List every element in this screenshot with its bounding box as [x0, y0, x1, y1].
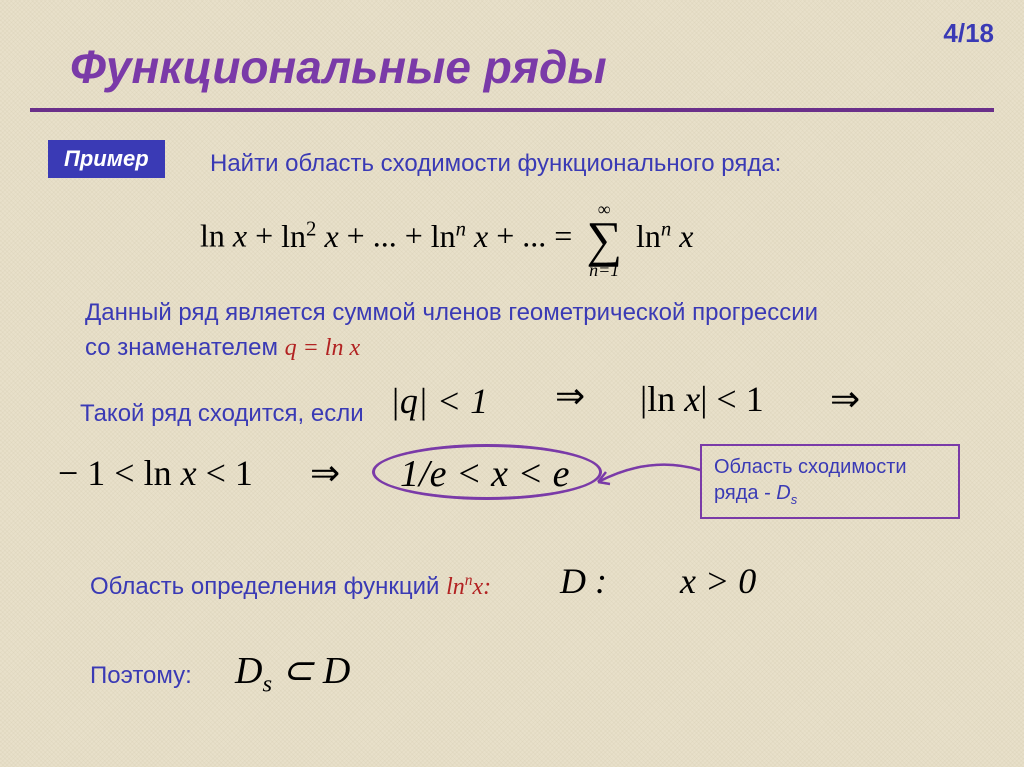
sigma-sum: ∞ ∑ n=1	[586, 200, 622, 279]
inequality-lnx: − 1 < ln x < 1	[58, 452, 253, 494]
implies-3: ⇒	[310, 452, 340, 494]
q-less-1: |q| < 1	[390, 380, 488, 422]
result-interval: 1/e < x < e	[380, 450, 590, 502]
dots1: + ... +	[347, 218, 431, 254]
ratio-q: q = ln x	[285, 335, 361, 361]
ln2: ln2 x	[281, 218, 339, 254]
implies-2: ⇒	[830, 378, 860, 420]
convergence-region-box: Область сходимости ряда - Ds	[700, 444, 960, 519]
x-positive: x > 0	[680, 560, 756, 602]
example-badge: Пример	[48, 140, 165, 178]
lnn: lnn x	[431, 218, 489, 254]
ln1: ln x	[200, 218, 247, 254]
rhs: lnn x	[636, 218, 694, 254]
slide-title: Функциональные ряды	[70, 40, 607, 94]
therefore-text: Поэтому:	[90, 662, 192, 690]
implies-1: ⇒	[555, 375, 585, 417]
converges-if-text: Такой ряд сходится, если	[80, 400, 364, 428]
connector-arrow	[590, 460, 705, 490]
ds-subset-d: Ds ⊂ D	[235, 648, 350, 699]
plus1: +	[255, 218, 281, 254]
eq: + ... =	[496, 218, 580, 254]
task-text: Найти область сходимости функционального…	[210, 150, 781, 178]
title-rule	[30, 108, 994, 112]
geom-progression-text: Данный ряд является суммой членов геомет…	[85, 296, 818, 366]
page-number: 4/18	[943, 18, 994, 49]
series-formula: ln x + ln2 x + ... + lnn x + ... = ∞ ∑ n…	[200, 200, 693, 279]
lnx-less-1: |ln x| < 1	[640, 378, 764, 420]
d-colon: D :	[560, 560, 607, 602]
domain-text: Область определения функций lnnx:	[90, 572, 491, 601]
